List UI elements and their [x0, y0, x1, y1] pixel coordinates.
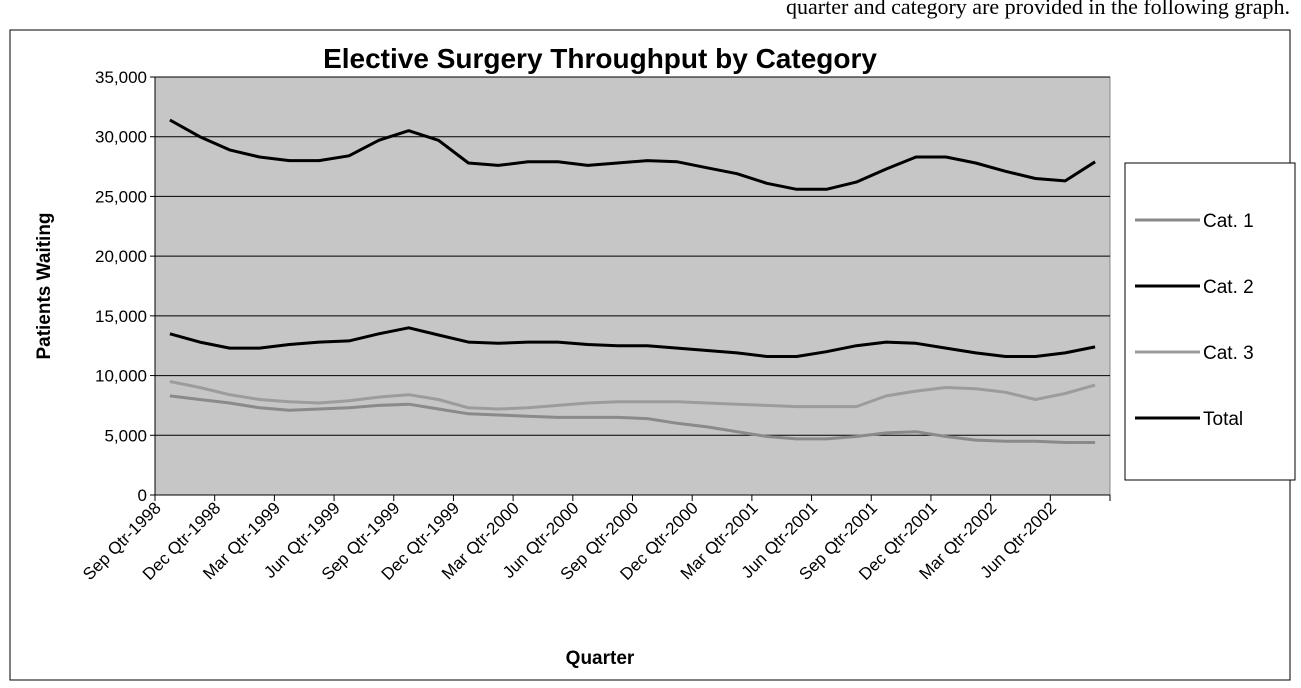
header-text: quarter and category are provided in the… [786, 0, 1290, 19]
y-tick-label: 20,000 [95, 247, 147, 266]
legend-label: Cat. 3 [1203, 343, 1254, 364]
y-tick-label: 25,000 [95, 187, 147, 206]
series-line [169, 118, 1096, 191]
y-tick-label: 30,000 [95, 128, 147, 147]
x-axis-label: Quarter [566, 648, 635, 669]
y-tick-label: 0 [138, 486, 147, 505]
plot-area [154, 76, 1111, 496]
series-line [169, 326, 1096, 358]
y-axis-label: Patients Waiting [34, 212, 55, 359]
y-tick-label: 15,000 [95, 307, 147, 326]
y-tick-label: 10,000 [95, 367, 147, 386]
y-tick-label: 35,000 [95, 68, 147, 87]
legend-label: Total [1203, 409, 1243, 430]
legend-label: Cat. 2 [1203, 277, 1254, 298]
chart-title: Elective Surgery Throughput by Category [323, 43, 877, 74]
series-line [169, 394, 1096, 444]
y-tick-label: 5,000 [104, 426, 147, 445]
legend [1124, 162, 1296, 481]
series-line [169, 380, 1096, 411]
legend-label: Cat. 1 [1203, 211, 1254, 232]
